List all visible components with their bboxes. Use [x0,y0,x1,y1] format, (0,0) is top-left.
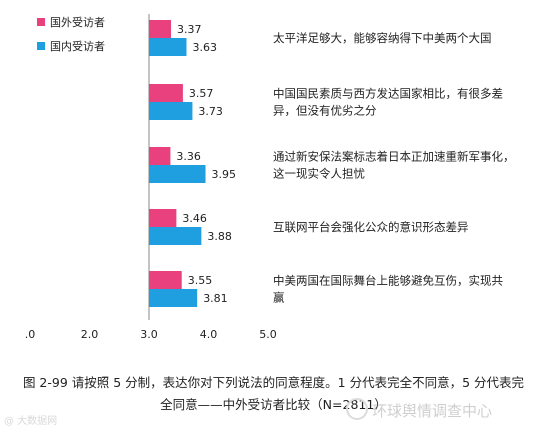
category-label-4-line-1: 互联网平台会强化公众的意识形态差异 [273,220,469,234]
bar-foreign-1 [149,20,172,38]
bar-foreign-3 [149,147,171,165]
legend-label-2: 国内受访者 [50,39,105,53]
category-label-3-line-2: 这一现实令人担忧 [273,167,365,181]
data-label-foreign-4: 3.46 [182,212,207,225]
figure-caption-line-2: 全同意——中外受访者比较（N=2811） [160,397,387,412]
legend-swatch-1 [37,18,45,26]
data-label-foreign-2: 3.57 [189,87,214,100]
category-label-5-line-1: 中美两国在国际舞台上能够避免互伤，实现共 [273,274,503,288]
x-axis: .0 2.0 3.0 4.0 5.0 [25,14,277,341]
bar-domestic-3 [149,165,206,183]
bar-domestic-2 [149,102,193,120]
data-label-foreign-3: 3.36 [176,150,201,163]
data-label-domestic-2: 3.73 [198,105,223,118]
category-label-5-line-2: 赢 [273,291,285,305]
x-tick-label-4: 4.0 [200,328,218,341]
bar-domestic-1 [149,38,187,56]
bar-domestic-5 [149,289,198,307]
x-tick-label-3: 3.0 [140,328,158,341]
x-tick-label-2: 2.0 [81,328,99,341]
data-label-foreign-5: 3.55 [188,274,213,287]
bars-group: 3.37 3.63 3.57 3.73 3.36 3.95 3.463.88 3.55 3.81 [149,20,236,307]
bar-foreign-4 [149,209,177,227]
bar-foreign-5 [149,271,182,289]
category-label-2-line-1: 中国国民素质与西方发达国家相比，有很多差 [273,87,503,101]
data-label-domestic-5: 3.81 [203,292,228,305]
x-tick-label-5: 5.0 [259,328,277,341]
data-label-foreign-1: 3.37 [177,23,202,36]
figure-caption-line-1: 图 2-99 请按照 5 分制，表达你对下列说法的同意程度。1 分代表完全不同意… [22,375,525,390]
legend-label-1: 国外受访者 [50,16,105,29]
watermark-left: @ 大数据网 [4,416,58,427]
data-label-domestic-3: 3.95 [212,168,237,181]
data-label-domestic-1: 3.63 [192,41,217,54]
x-tick-label-1: .0 [25,328,36,341]
bar-domestic-4 [149,227,202,245]
category-label-3-line-1: 通过新安保法案标志着日本正加速重新军事化， [273,150,515,164]
category-labels: 太平洋足够大，能够容纳得下中美两个大国中国国民素质与西方发达国家相比，有很多差异… [273,31,515,305]
watermark-right: 环球舆情调查中心 [372,402,493,420]
category-label-2-line-2: 异，但没有优劣之分 [273,104,377,118]
bar-foreign-2 [149,84,183,102]
data-label-domestic-4: 3.88 [207,230,232,243]
watermark-badge-icon [346,398,368,420]
legend-swatch-2 [37,42,45,50]
category-label-1-line-1: 太平洋足够大，能够容纳得下中美两个大国 [273,31,492,45]
